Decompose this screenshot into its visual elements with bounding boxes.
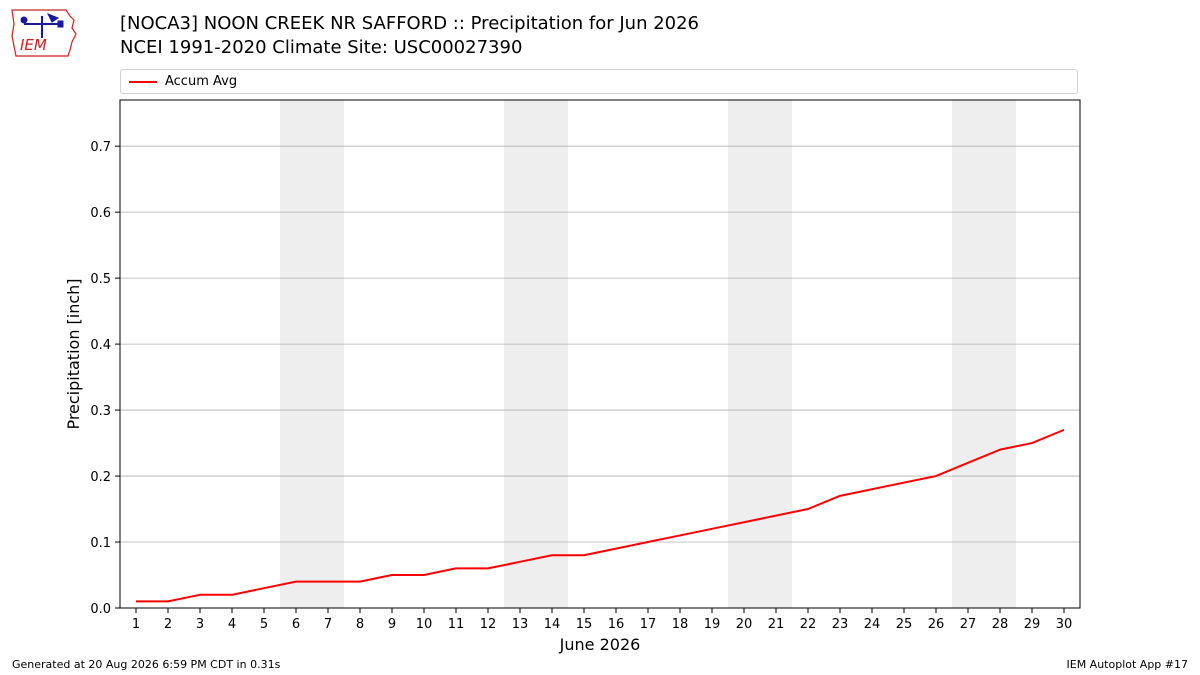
autoplot-app-label: IEM Autoplot App #17 [1066, 658, 1189, 671]
logo-text: IEM [20, 36, 47, 54]
x-tick-label: 24 [864, 617, 881, 632]
iem-logo: IEM [11, 9, 77, 57]
x-tick-label: 2 [164, 617, 172, 632]
x-tick-label: 22 [800, 617, 817, 632]
weekend-band-3 [952, 100, 1016, 608]
x-axis-label: June 2026 [559, 635, 641, 654]
y-tick-label: 0.5 [90, 272, 111, 287]
y-tick-label: 0.4 [90, 338, 111, 353]
y-axis-label: Precipitation [inch] [64, 278, 83, 429]
x-tick-label: 1 [132, 617, 140, 632]
x-tick-label: 5 [260, 617, 268, 632]
y-tick-label: 0.6 [90, 206, 111, 221]
y-tick-label: 0.3 [90, 404, 111, 419]
y-tick-label: 0.2 [90, 470, 111, 485]
y-tick-label: 0.1 [90, 536, 111, 551]
x-tick-label: 28 [992, 617, 1009, 632]
legend: Accum Avg [120, 69, 1078, 94]
x-tick-label: 12 [480, 617, 497, 632]
x-tick-label: 26 [928, 617, 945, 632]
series-layer [136, 428, 1065, 603]
plot-frame [119, 99, 1081, 609]
grid-lines [120, 145, 1080, 543]
iowa-state-outline [11, 9, 77, 57]
x-tick-label: 23 [832, 617, 849, 632]
x-tick-label: 20 [736, 617, 753, 632]
series-line-accum-avg [136, 428, 1065, 603]
y-axis-ticks: 0.0 0.1 0.2 0.3 0.4 0.5 0.6 0.7 [90, 140, 120, 617]
y-tick-label: 0.0 [90, 602, 111, 617]
x-tick-label: 18 [672, 617, 689, 632]
x-tick-label: 9 [388, 617, 396, 632]
chart-title: [NOCA3] NOON CREEK NR SAFFORD :: Precipi… [120, 13, 700, 34]
x-tick-label: 8 [356, 617, 364, 632]
legend-swatch-accum-avg [129, 81, 157, 83]
x-tick-label: 14 [544, 617, 561, 632]
x-tick-label: 29 [1024, 617, 1041, 632]
x-tick-label: 4 [228, 617, 236, 632]
chart-subtitle: NCEI 1991-2020 Climate Site: USC00027390 [120, 37, 523, 58]
x-tick-label: 17 [640, 617, 657, 632]
x-tick-label: 25 [896, 617, 913, 632]
generated-timestamp: Generated at 20 Aug 2026 6:59 PM CDT in … [12, 658, 281, 671]
weekend-band-0 [280, 100, 344, 608]
x-tick-label: 27 [960, 617, 977, 632]
weekend-band-2 [728, 100, 792, 608]
y-tick-label: 0.7 [90, 140, 111, 155]
weekend-band-1 [504, 100, 568, 608]
x-tick-label: 6 [292, 617, 300, 632]
x-tick-label: 13 [512, 617, 529, 632]
x-tick-label: 3 [196, 617, 204, 632]
x-tick-label: 30 [1056, 617, 1073, 632]
x-tick-label: 21 [768, 617, 785, 632]
weather-station-icon [20, 13, 64, 38]
x-tick-label: 15 [576, 617, 593, 632]
x-axis-ticks: 1 2 3 4 5 6 7 8 9 10 11 12 13 14 15 16 17 18 19 20 21 22 23 24 2… [132, 608, 1072, 632]
weekend-bands [280, 100, 1016, 608]
x-tick-label: 10 [416, 617, 433, 632]
legend-label-accum-avg: Accum Avg [165, 74, 238, 89]
x-tick-label: 16 [608, 617, 625, 632]
x-tick-label: 7 [324, 617, 332, 632]
x-tick-label: 11 [448, 617, 465, 632]
x-tick-label: 19 [704, 617, 721, 632]
